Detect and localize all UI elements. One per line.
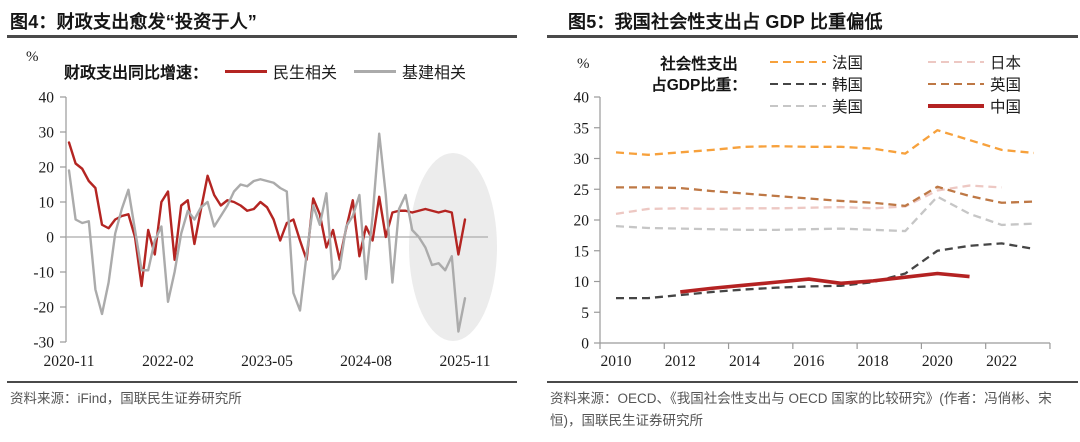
legend-item: 基建相关: [354, 59, 466, 83]
x-axis-tick-label: 2024-08: [340, 353, 392, 370]
y-axis-tick-label: 35: [574, 120, 590, 137]
y-axis-tick-label: 25: [574, 182, 590, 199]
figure4-unit-label: %: [26, 49, 39, 65]
y-axis-tick-label: 20: [574, 213, 590, 230]
series-line-基建相关: [67, 132, 467, 333]
figure5-legend-column-1: 法国 韩国 美国: [770, 52, 863, 116]
legend-line-swatch: [928, 60, 984, 64]
legend-line-swatch: [770, 104, 826, 108]
x-axis-tick-label: 2012: [665, 353, 696, 370]
series-line-韩国: [616, 242, 1035, 300]
series-line-美国: [615, 195, 1034, 233]
figure4-source: 资料来源：iFind，国联民生证券研究所: [10, 391, 242, 406]
legend-item: 法国: [770, 52, 863, 72]
highlight-ellipse: [409, 153, 497, 341]
figure5-chart: 0 5 10 15 20 25 30 35 40 2010 2012 2014 2016 2018 2020…: [574, 90, 1051, 370]
figure4-legend-items: 民生相关 基建相关: [225, 59, 466, 83]
legend-item: 韩国: [770, 74, 863, 94]
y-axis-tick-label: 30: [39, 125, 55, 142]
figure5-legend-header-line2: 占GDP比重：: [651, 77, 747, 94]
y-axis-tick-label: 20: [39, 160, 55, 177]
legend-label: 民生相关: [273, 65, 338, 82]
y-axis-tick-label: 40: [574, 90, 590, 107]
legend-item: 日本: [928, 52, 1021, 72]
legend-item: 民生相关: [225, 59, 337, 83]
legend-line-swatch: [770, 60, 826, 64]
legend-item: 英国: [928, 74, 1021, 94]
x-axis-tick-label: 2022-02: [142, 353, 194, 370]
y-axis-tick-label: 0: [46, 230, 54, 247]
y-axis-tick-label: 5: [581, 305, 589, 322]
figure5-panel: 图5：我国社会性支出占 GDP 比重偏低 % 社会性支出 占GDP比重： 法国韩…: [540, 0, 1080, 442]
legend-item: 中国: [928, 96, 1021, 116]
y-axis-tick-label: 10: [574, 274, 590, 291]
figure4-panel: 图4：财政支出愈发“投资于人” % 财政支出同比增速： 民生相关 基建相关 40 3…: [7, 12, 517, 406]
y-axis-tick-label: 10: [39, 195, 55, 212]
figure5-title-rule: [547, 35, 1078, 38]
x-axis-tick-label: 2020-11: [43, 353, 94, 370]
series-line-法国: [615, 129, 1034, 156]
legend-label: 美国: [832, 99, 864, 116]
legend-line-swatch: [354, 69, 397, 73]
y-axis-tick-label: -10: [33, 265, 54, 282]
series-line-民生相关: [67, 141, 467, 288]
y-axis-tick-label: -20: [33, 300, 54, 317]
legend-item: 美国: [770, 96, 863, 116]
x-axis-tick-label: 2014: [729, 353, 760, 370]
legend-label: 基建相关: [402, 65, 467, 82]
figure4-legend-header: 财政支出同比增速：: [64, 65, 209, 82]
series-line-英国: [616, 185, 1034, 208]
legend-label: 韩国: [832, 77, 864, 94]
figure4-source-rule: [7, 381, 517, 383]
x-axis-tick-label: 2020: [922, 353, 953, 370]
x-axis-tick-label: 2025-11: [439, 353, 490, 370]
figure5-title: 图5：我国社会性支出占 GDP 比重偏低: [568, 12, 883, 32]
x-axis-tick-label: 2016: [793, 353, 824, 370]
legend-label: 英国: [990, 77, 1022, 94]
x-axis-tick-label: 2022: [986, 353, 1017, 370]
figure5-legend-column-2: 日本 英国 中国: [928, 52, 1021, 116]
figure5-unit-label: %: [577, 56, 590, 72]
figure5-source-rule: [547, 381, 1078, 383]
figure5-legend-header-line1: 社会性支出: [660, 56, 738, 73]
figure4-title: 图4：财政支出愈发“投资于人”: [10, 12, 258, 32]
legend-label: 法国: [832, 55, 864, 72]
y-axis-tick-label: -30: [33, 335, 54, 352]
y-axis-tick-label: 15: [574, 243, 590, 260]
figure4-legend: 财政支出同比增速： 民生相关 基建相关: [64, 59, 466, 83]
series-line-日本: [615, 184, 1002, 215]
legend-line-swatch: [770, 82, 826, 86]
series-line-中国: [680, 271, 970, 294]
figure5-legend-header: 社会性支出 占GDP比重：: [640, 54, 758, 96]
legend-line-swatch: [928, 82, 984, 86]
figure4-title-rule: [7, 35, 517, 38]
x-axis-tick-label: 2010: [601, 353, 632, 370]
x-axis-tick-label: 2018: [858, 353, 889, 370]
x-axis-tick-label: 2023-05: [241, 353, 293, 370]
legend-label: 中国: [990, 99, 1022, 116]
figure5-source: 资料来源：OECD、《我国社会性支出与 OECD 国家的比较研究》(作者：冯俏彬…: [550, 391, 1052, 428]
legend-line-swatch: [928, 104, 984, 108]
legend-label: 日本: [990, 55, 1022, 72]
y-axis-tick-label: 0: [581, 336, 589, 353]
legend-line-swatch: [225, 69, 268, 73]
y-axis-tick-label: 30: [574, 151, 590, 168]
y-axis-tick-label: 40: [39, 90, 55, 107]
